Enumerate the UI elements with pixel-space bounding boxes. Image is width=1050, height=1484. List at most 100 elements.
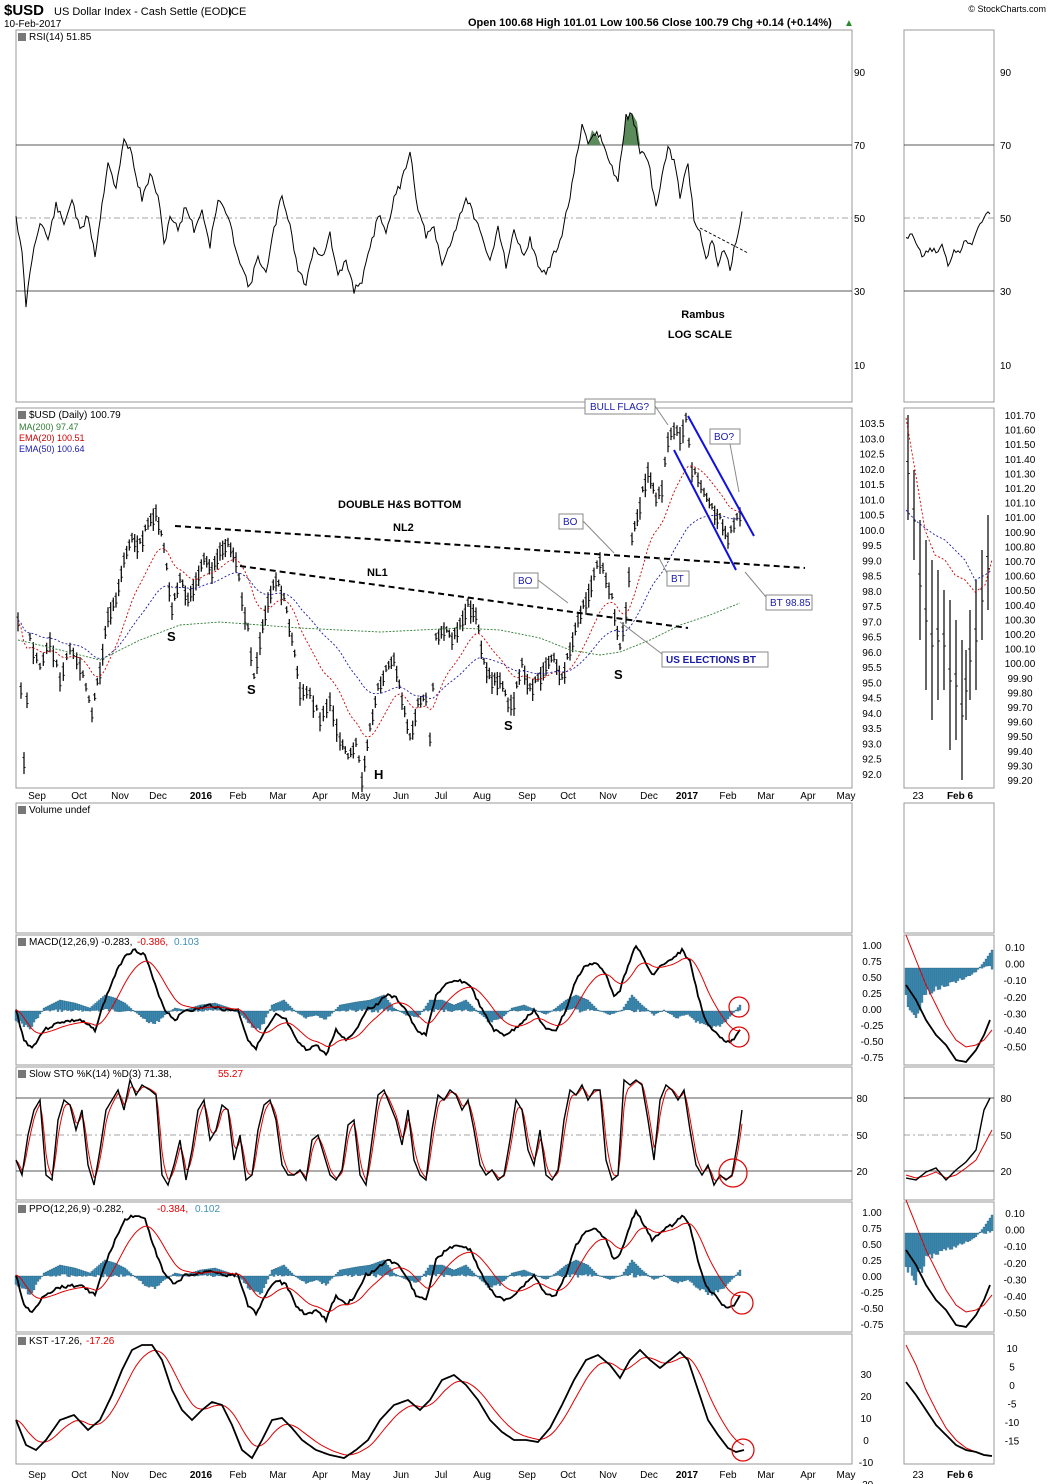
histogram-bar xyxy=(658,1275,662,1278)
histogram-bar xyxy=(980,1229,984,1233)
sto-y-axis: 80 80 50 50 20 20 xyxy=(856,1094,1012,1178)
histogram-bar xyxy=(115,998,119,1012)
histogram-bar xyxy=(652,1275,656,1280)
histogram-bar xyxy=(616,1010,620,1012)
histogram-bar xyxy=(153,1275,157,1289)
sto-tick: 80 xyxy=(856,1094,868,1105)
macd-tick: 0.50 xyxy=(862,973,882,984)
histogram-bar xyxy=(296,1275,300,1279)
histogram-bar xyxy=(90,1006,94,1011)
histogram-bar xyxy=(918,967,922,1011)
histogram-bar xyxy=(656,1010,660,1014)
histogram-bar xyxy=(388,1267,392,1277)
kst-tick: 0 xyxy=(863,1436,869,1447)
macd-tick: -0.75 xyxy=(861,1053,884,1064)
flag-upper-line xyxy=(687,415,755,537)
histogram-bar xyxy=(520,1270,524,1277)
x-tick: Mar xyxy=(269,1470,287,1481)
histogram-bar xyxy=(684,1275,688,1281)
ppo-side-tick: 0.10 xyxy=(1005,1209,1025,1220)
x-tick: Apr xyxy=(800,791,816,802)
rsi-overbought-fill-1 xyxy=(588,130,601,145)
price-side-tick: 101.60 xyxy=(1005,426,1036,437)
histogram-bar xyxy=(526,1271,530,1276)
histogram-bar xyxy=(924,967,928,995)
histogram-bar xyxy=(716,1010,720,1026)
macd-side-line xyxy=(905,984,991,1063)
callout-bo-2: BO xyxy=(558,513,615,554)
x-tick: Mar xyxy=(757,1470,775,1481)
ppo-tick: 0.00 xyxy=(862,1272,882,1283)
x-tick: May xyxy=(837,791,856,802)
histogram-bar xyxy=(606,1010,610,1015)
histogram-bar xyxy=(145,1010,149,1022)
histogram-bar xyxy=(298,1010,302,1015)
histogram-bar xyxy=(151,1010,155,1024)
histogram-bar xyxy=(546,1275,550,1279)
histogram-bar xyxy=(698,1275,702,1291)
rsi-legend-swatch xyxy=(18,33,26,41)
histogram-bar xyxy=(674,1275,678,1283)
ema50-line xyxy=(17,514,741,700)
histogram-bar xyxy=(48,1269,52,1277)
histogram-bar xyxy=(302,1275,306,1282)
callout-bo-question: BO? xyxy=(709,428,741,493)
histogram-bar xyxy=(179,1274,183,1277)
x-tick: Mar xyxy=(757,791,775,802)
histogram-bar xyxy=(500,1275,504,1282)
histogram-bar xyxy=(952,967,956,982)
volume-legend-swatch xyxy=(18,806,26,814)
histogram-bar xyxy=(68,1266,71,1278)
histogram-bar xyxy=(292,1274,296,1277)
histogram-bar xyxy=(450,1004,454,1012)
histogram-bar xyxy=(922,1232,926,1267)
histogram-bar xyxy=(258,1010,262,1030)
price-bars xyxy=(16,412,742,793)
histogram-bar xyxy=(552,1009,556,1012)
histogram-bar xyxy=(48,1004,52,1012)
histogram-bar xyxy=(390,1270,394,1277)
histogram-bar xyxy=(618,1275,622,1277)
histogram-bar xyxy=(71,1002,75,1011)
histogram-bar xyxy=(334,1274,338,1277)
histogram-bar xyxy=(171,1009,175,1012)
histogram-bar xyxy=(508,1274,512,1277)
x-tick: Nov xyxy=(111,791,129,802)
histogram-bar xyxy=(588,1266,592,1275)
price-side-tick: 99.40 xyxy=(1007,747,1032,758)
histogram-bar xyxy=(956,967,960,981)
histogram-bar xyxy=(960,967,964,980)
histogram-bar xyxy=(966,1232,970,1243)
price-tick: 97.0 xyxy=(862,617,882,628)
histogram-bar xyxy=(362,1000,366,1010)
rsi-side-tick: 70 xyxy=(1000,141,1012,152)
kst-tick: 30 xyxy=(860,1370,872,1381)
histogram-bar xyxy=(94,1002,97,1011)
histogram-bar xyxy=(926,967,930,990)
sto-legend-a: Slow STO %K(14) %D(3) 71.38, xyxy=(29,1069,172,1080)
sto-side-tick: 20 xyxy=(1000,1167,1012,1178)
histogram-bar xyxy=(300,1275,304,1281)
histogram-bar xyxy=(952,1232,956,1247)
histogram-bar xyxy=(928,967,932,995)
price-tick: 92.5 xyxy=(862,755,882,766)
sto-side-d-line xyxy=(905,1129,993,1179)
histogram-bar xyxy=(580,1262,584,1276)
histogram-bar xyxy=(672,1010,676,1017)
histogram-bar xyxy=(410,1010,414,1016)
sto-side-k-line xyxy=(905,1097,991,1182)
price-side-tick: 99.80 xyxy=(1007,688,1032,699)
x-tick: Aug xyxy=(473,1470,491,1481)
histogram-bar xyxy=(133,1275,137,1278)
histogram-bar xyxy=(962,1232,966,1244)
histogram-bar xyxy=(40,1275,44,1277)
x-tick: Dec xyxy=(149,1470,167,1481)
histogram-bar xyxy=(984,1223,988,1234)
price-tick: 95.5 xyxy=(862,663,882,674)
histogram-bar xyxy=(400,1275,404,1278)
kst-tick: -20 xyxy=(859,1480,874,1484)
histogram-bar xyxy=(398,1010,402,1012)
histogram-bar xyxy=(490,1275,494,1288)
histogram-bar xyxy=(418,1275,422,1281)
histogram-bar xyxy=(692,1275,696,1286)
